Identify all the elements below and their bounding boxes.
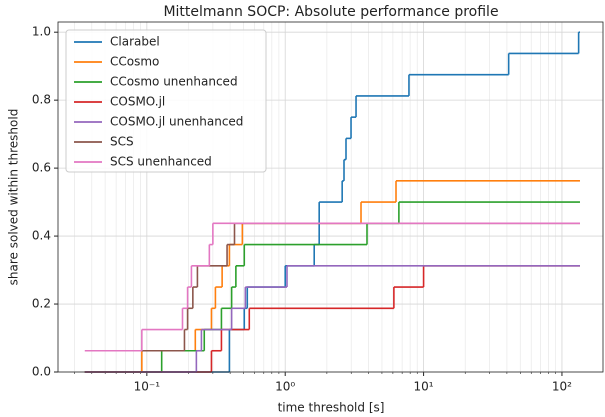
legend-label: CCosmo unenhanced — [110, 75, 238, 89]
chart-title: Mittelmann SOCP: Absolute performance pr… — [163, 4, 498, 20]
legend-label: SCS unenhanced — [110, 155, 212, 169]
y-tick-label: 1.0 — [32, 25, 51, 39]
legend-label: SCS — [110, 135, 134, 149]
y-tick-label: 0.4 — [32, 229, 51, 243]
y-tick-label: 0.2 — [32, 297, 51, 311]
y-tick-label: 0.8 — [32, 93, 51, 107]
x-tick-label: 10⁰ — [275, 380, 295, 394]
x-tick-label: 10⁻¹ — [134, 380, 161, 394]
y-tick-label: 0.6 — [32, 161, 51, 175]
y-tick-label: 0.0 — [32, 365, 51, 379]
legend-box — [65, 29, 267, 173]
legend-label: Clarabel — [110, 35, 160, 49]
legend-label: COSMO.jl — [110, 95, 165, 109]
plot-frame — [57, 21, 604, 373]
x-tick-label: 10¹ — [414, 380, 434, 394]
x-tick-label: 10² — [552, 380, 572, 394]
legend-label: CCosmo — [110, 55, 159, 69]
y-axis-label: share solved within threshold — [7, 109, 21, 286]
x-axis-label: time threshold [s] — [278, 401, 385, 415]
legend-label: COSMO.jl unenhanced — [110, 115, 243, 129]
